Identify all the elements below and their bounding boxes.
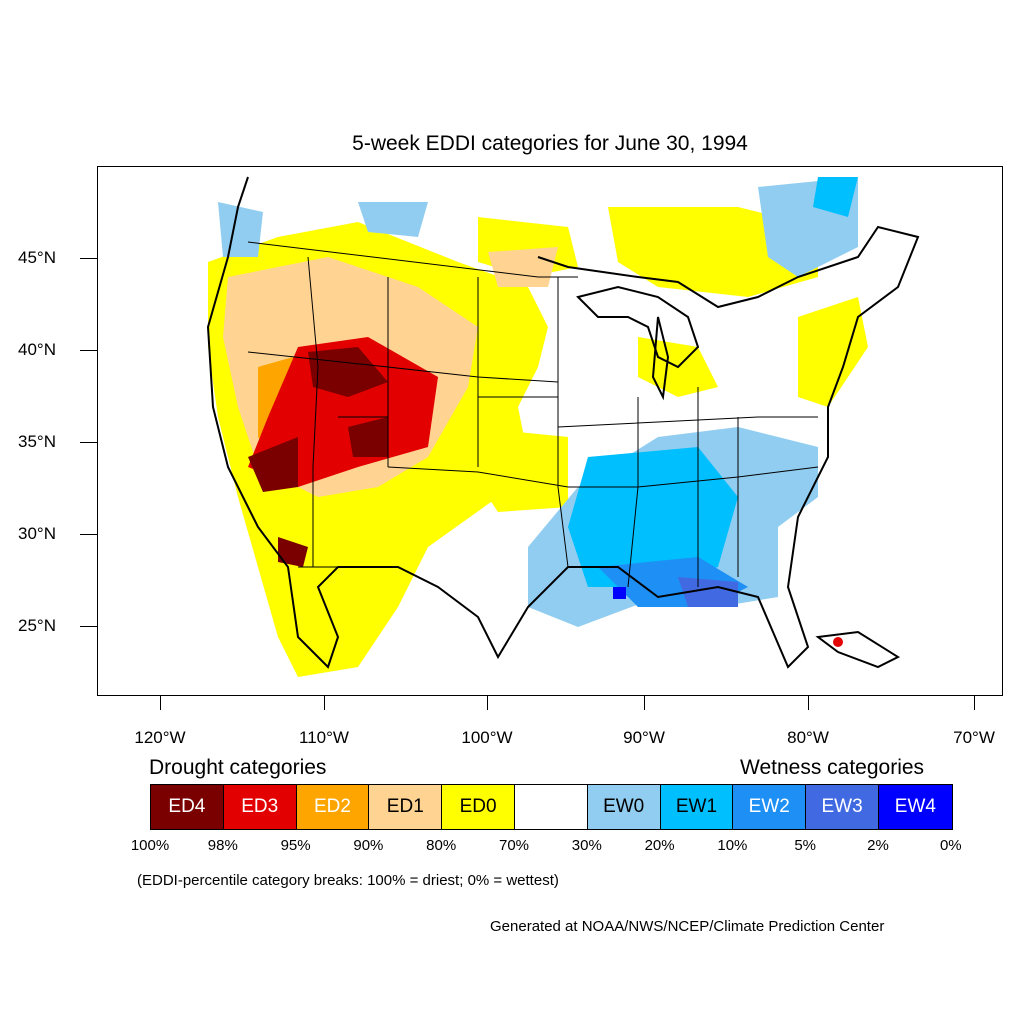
boundaries	[206, 176, 920, 669]
lat-label-45: 45°N	[18, 248, 56, 267]
us-canada-border	[247, 241, 578, 278]
ew1-region-north	[813, 177, 858, 217]
lon-label-70: 70°W	[953, 728, 995, 747]
ed4-region-d	[278, 537, 308, 567]
legend-break-label: 90%	[353, 837, 384, 854]
legend-cell-ed3: ED3	[223, 785, 297, 829]
state-line-4	[387, 466, 819, 488]
lat-label-30: 30°N	[18, 524, 56, 543]
great-lakes	[576, 285, 700, 369]
ed4-region-a	[308, 347, 388, 397]
legend-cell-neutral	[514, 785, 588, 829]
legend-cell-ed0: ED0	[442, 785, 515, 829]
lat-label-40: 40°N	[18, 340, 56, 359]
lon-label-80: 80°W	[787, 728, 829, 747]
cuba-ed3-spot	[833, 637, 843, 647]
mexico-border	[298, 566, 439, 588]
caribbean	[815, 630, 901, 669]
legend-note: (EDDI-percentile category breaks: 100% =…	[137, 872, 559, 889]
legend-break-label: 10%	[717, 837, 748, 854]
state-line-10	[557, 416, 818, 428]
state-line-6	[557, 277, 569, 568]
us-outline	[206, 176, 920, 669]
legend-break-label: 20%	[644, 837, 675, 854]
legend-break-label: 98%	[207, 837, 238, 854]
map-title: 5-week EDDI categories for June 30, 1994	[352, 132, 748, 155]
legend-break-label: 5%	[794, 837, 817, 854]
ed4-region-c	[348, 417, 388, 457]
legend-cell-ed4: ED4	[151, 785, 224, 829]
legend-color-bar: ED4 ED3 ED2 ED1 ED0 EW0 EW1 EW2 EW3 EW4	[150, 784, 953, 830]
legend-cell-ew3: EW3	[806, 785, 879, 829]
legend-break-label: 70%	[498, 837, 530, 854]
lon-tick-70	[974, 696, 975, 710]
ed0-region-plains	[468, 427, 568, 512]
lon-label-90: 90°W	[623, 728, 665, 747]
map-plot-area	[97, 166, 1003, 696]
ew0-region-nw	[358, 202, 428, 237]
lon-label-120: 120°W	[134, 728, 186, 747]
lon-tick-120	[160, 696, 161, 710]
cuba-outline	[815, 630, 901, 669]
ew0-region-pnw	[218, 202, 263, 257]
legend-cell-ed2: ED2	[296, 785, 370, 829]
lon-tick-100	[487, 696, 488, 710]
lat-tick-40	[80, 350, 97, 351]
wetness-regions	[218, 177, 858, 627]
legend-cell-ew1: EW1	[660, 785, 734, 829]
ew3-region	[678, 577, 738, 607]
lat-tick-30	[80, 534, 97, 535]
legend-break-label: 80%	[426, 837, 457, 854]
state-line-3	[387, 277, 559, 383]
legend-break-label: 100%	[130, 837, 170, 854]
state-line-7	[627, 397, 639, 588]
ew4-region	[613, 587, 626, 599]
lon-tick-110	[324, 696, 325, 710]
legend-break-label: 2%	[867, 837, 889, 854]
drought-heading: Drought categories	[149, 756, 327, 779]
lake-michigan	[651, 316, 670, 401]
ed4-region-b	[248, 437, 298, 492]
lat-tick-35	[80, 442, 97, 443]
legend-cell-ed1: ED1	[369, 785, 443, 829]
wetness-heading: Wetness categories	[740, 756, 925, 779]
lon-tick-90	[644, 696, 645, 710]
lon-label-110: 110°W	[299, 728, 349, 747]
lat-label-25: 25°N	[18, 616, 56, 635]
eddi-map	[206, 176, 920, 677]
credit-line: Generated at NOAA/NWS/NCEP/Climate Predi…	[490, 918, 885, 935]
ew1-region	[568, 447, 738, 587]
lat-label-35: 35°N	[18, 432, 56, 451]
lat-tick-25	[80, 626, 97, 627]
legend-cell-ew4: EW4	[878, 785, 952, 829]
lon-tick-80	[808, 696, 809, 710]
lon-label-100: 100°W	[461, 728, 513, 747]
ed1-region-north	[488, 247, 558, 287]
state-line-2	[307, 256, 319, 567]
ed0-region-northeast	[798, 297, 868, 407]
legend-break-label: 30%	[571, 837, 602, 854]
legend-break-label: 0%	[939, 837, 962, 854]
legend-cell-ew2: EW2	[733, 785, 807, 829]
lat-tick-45	[80, 258, 97, 259]
legend-cell-ew0: EW0	[587, 785, 661, 829]
legend-break-label: 95%	[280, 837, 311, 854]
